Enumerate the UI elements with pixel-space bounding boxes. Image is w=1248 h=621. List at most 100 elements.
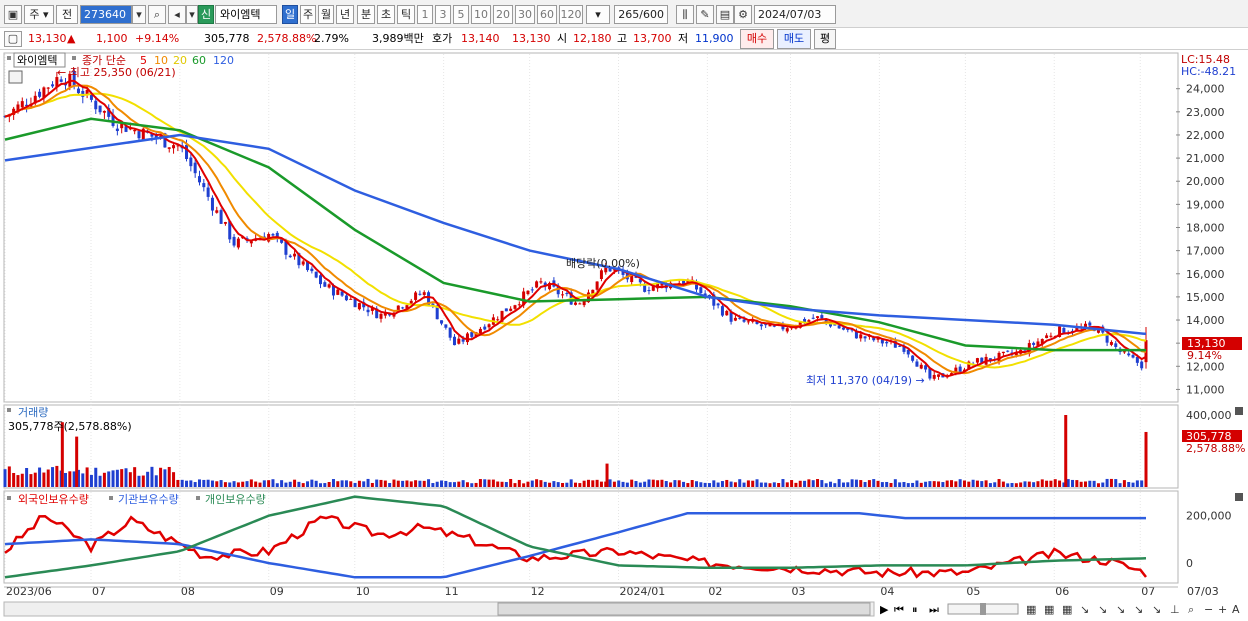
candle-body xyxy=(768,323,772,327)
interval-second-button[interactable]: 초 xyxy=(377,5,395,24)
holdings-legend: 외국인보유수량 기관보유수량 개인보유수량 xyxy=(7,493,1243,506)
line-tool-icon[interactable]: ↘ xyxy=(1098,603,1107,616)
zoom-slider-handle[interactable] xyxy=(980,603,986,615)
candle-body xyxy=(807,320,811,323)
interval-tick-button[interactable]: 틱 xyxy=(397,5,415,24)
line-tool-icon[interactable]: ↘ xyxy=(1152,603,1161,616)
candle-body xyxy=(699,287,703,294)
chevron-down-icon[interactable]: ▾ xyxy=(186,5,198,24)
candle-body xyxy=(958,366,962,372)
volume-bar xyxy=(1036,481,1040,487)
plus-icon[interactable]: + xyxy=(1218,603,1227,616)
volume-bar xyxy=(595,479,599,487)
minute-1-button[interactable]: 1 xyxy=(417,5,433,24)
volume-bar xyxy=(509,478,513,487)
volume-bar xyxy=(1001,481,1005,487)
minute-3-button[interactable]: 3 xyxy=(435,5,451,24)
layout-icon[interactable]: ▦ xyxy=(1044,603,1054,616)
volume-bar xyxy=(988,483,992,487)
price-axis-label: 19,000 xyxy=(1186,198,1225,211)
table-view-icon[interactable] xyxy=(8,70,23,84)
interval-minute-button[interactable]: 분 xyxy=(357,5,375,24)
legend-ma20: 20 xyxy=(173,54,187,67)
minute-5-button[interactable]: 5 xyxy=(453,5,469,24)
candle-body xyxy=(111,114,115,126)
line-tool-icon[interactable]: ↘ xyxy=(1080,603,1089,616)
volume-bar xyxy=(625,482,629,487)
volume-bar xyxy=(962,480,966,487)
candle-body xyxy=(357,303,361,310)
volume-bar xyxy=(55,465,59,487)
price-axis-label: 20,000 xyxy=(1186,175,1225,188)
volume-bar xyxy=(1027,481,1031,487)
minus-icon[interactable]: − xyxy=(1204,603,1213,616)
chart-canvas[interactable]: 24,000 23,000 22,000 21,000 20,000 19,000 18,0… xyxy=(0,50,1248,621)
save-icon[interactable]: ▤ xyxy=(716,5,734,24)
candle-body xyxy=(1083,323,1087,328)
volume-bar xyxy=(1032,482,1036,487)
interval-week-button[interactable]: 주 xyxy=(300,5,316,24)
scroll-thumb[interactable] xyxy=(497,602,871,616)
scroll-right-icon[interactable]: ▶ xyxy=(880,603,889,616)
prev-button[interactable]: 전 xyxy=(56,5,78,24)
candle-body xyxy=(902,346,906,352)
volume-bar xyxy=(284,482,288,487)
candle-body xyxy=(46,87,50,89)
volume-bar xyxy=(223,482,227,487)
candle-icon[interactable]: ⫼ xyxy=(676,5,694,24)
line-tool-icon[interactable]: ↘ xyxy=(1134,603,1143,616)
candle-body xyxy=(1001,351,1005,354)
sell-button[interactable]: 매도 xyxy=(777,29,811,49)
custom-interval-select[interactable]: ▾ xyxy=(586,5,610,24)
minute-120-button[interactable]: 120 xyxy=(559,5,583,24)
interval-year-button[interactable]: 년 xyxy=(336,5,354,24)
volume-bar xyxy=(997,479,1001,487)
scroll-last-icon[interactable]: ⏭ xyxy=(929,603,939,616)
buy-button[interactable]: 매수 xyxy=(740,29,774,49)
quote-window-icon[interactable]: ▢ xyxy=(4,31,22,47)
draw-tool-icon[interactable]: ✎ xyxy=(696,5,714,24)
ask-price: 13,140 xyxy=(461,32,500,45)
minute-30-button[interactable]: 30 xyxy=(515,5,535,24)
stock-code-input[interactable]: 273640 xyxy=(80,5,132,24)
minute-10-button[interactable]: 10 xyxy=(471,5,491,24)
close-panel-icon[interactable] xyxy=(1235,407,1243,415)
candle-body xyxy=(414,292,418,300)
volume-bar xyxy=(846,482,850,487)
volume-bar xyxy=(669,482,673,487)
layout-icon[interactable]: ▦ xyxy=(1026,603,1036,616)
zoom-out-icon[interactable]: ⌕ xyxy=(1188,603,1194,616)
minute-60-button[interactable]: 60 xyxy=(537,5,557,24)
axes: 24,000 23,000 22,000 21,000 20,000 19,000 18,0… xyxy=(4,83,1232,598)
scroll-first-icon[interactable]: ⏮ xyxy=(894,603,904,616)
date-field[interactable]: 2024/07/03 xyxy=(754,5,836,24)
layout-icon[interactable]: ▦ xyxy=(1062,603,1072,616)
volume-bar xyxy=(133,467,137,487)
interval-month-button[interactable]: 월 xyxy=(318,5,334,24)
gear-icon[interactable]: ⚙ xyxy=(734,5,752,24)
align-icon[interactable]: ⊥ xyxy=(1170,603,1180,616)
volume-bar xyxy=(1071,479,1075,487)
candle-body xyxy=(586,292,590,303)
scroll-bar[interactable]: ▶ ⏮ ⏸ ⏭ ▦ ▦ ▦ ↘ ↘ ↘ ↘ ↘ ⊥ ⌕ − + A xyxy=(3,601,1240,617)
data-count-field[interactable]: 265/600 xyxy=(614,5,668,24)
volume-bar xyxy=(807,479,811,487)
font-size-icon[interactable]: A xyxy=(1232,603,1240,616)
volume-bar xyxy=(617,480,621,487)
search-icon[interactable]: ⌕ xyxy=(148,5,166,24)
evaluation-button[interactable]: 평 xyxy=(814,29,836,49)
speaker-icon[interactable]: ◂ xyxy=(168,5,186,24)
interval-day-button[interactable]: 일 xyxy=(282,5,298,24)
minute-20-button[interactable]: 20 xyxy=(493,5,513,24)
window-icon[interactable]: ▣ xyxy=(4,5,22,24)
chevron-down-icon[interactable]: ▾ xyxy=(132,5,146,24)
volume-bar xyxy=(591,480,595,487)
candle-body xyxy=(695,281,699,290)
candle-body xyxy=(716,303,720,306)
period-select-button[interactable]: 주 ▾ xyxy=(24,5,54,24)
pause-icon[interactable]: ⏸ xyxy=(912,603,918,616)
volume-bar xyxy=(975,480,979,487)
candle-body xyxy=(621,269,625,275)
line-tool-icon[interactable]: ↘ xyxy=(1116,603,1125,616)
close-panel-icon[interactable] xyxy=(1235,493,1243,501)
